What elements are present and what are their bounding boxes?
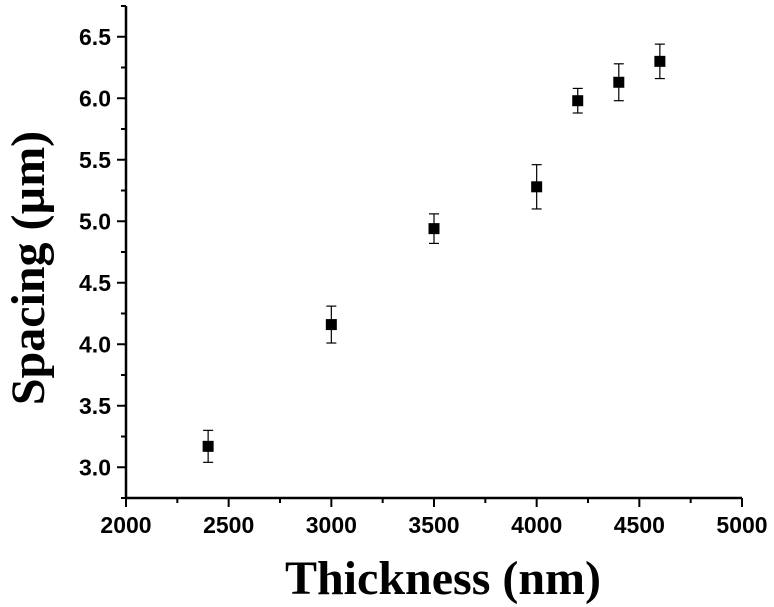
ticks: 2000 2500 3000 3500 4000 4500 5000 3.0 3.5 4.0 4.5… bbox=[79, 5, 768, 538]
y-axis-title: Spacing (µm) bbox=[2, 131, 55, 405]
x-tick-label: 4000 bbox=[511, 512, 562, 538]
y-tick-label: 5.0 bbox=[79, 208, 111, 234]
x-tick-label: 4500 bbox=[614, 512, 665, 538]
data-point bbox=[428, 223, 440, 235]
data-point bbox=[654, 55, 666, 67]
y-tick-label: 3.5 bbox=[79, 393, 111, 419]
x-tick-label: 2000 bbox=[100, 512, 151, 538]
x-tick-label: 5000 bbox=[716, 512, 767, 538]
y-tick-label: 3.0 bbox=[79, 454, 111, 480]
axes bbox=[124, 6, 742, 500]
x-axis-title: Thickness (nm) bbox=[285, 552, 601, 605]
data-point bbox=[572, 95, 584, 107]
data-point bbox=[531, 181, 543, 193]
data-point bbox=[202, 440, 214, 452]
y-tick-label: 6.0 bbox=[79, 85, 111, 111]
x-tick-label: 3500 bbox=[408, 512, 459, 538]
data-point bbox=[613, 76, 625, 88]
y-tick-label: 4.5 bbox=[79, 270, 111, 296]
x-tick-label: 2500 bbox=[203, 512, 254, 538]
y-tick-label: 6.5 bbox=[79, 24, 111, 50]
x-tick-label: 3000 bbox=[306, 512, 357, 538]
data-points bbox=[202, 43, 666, 463]
y-tick-label: 5.5 bbox=[79, 147, 111, 173]
data-point bbox=[325, 319, 337, 331]
y-tick-label: 4.0 bbox=[79, 331, 111, 357]
